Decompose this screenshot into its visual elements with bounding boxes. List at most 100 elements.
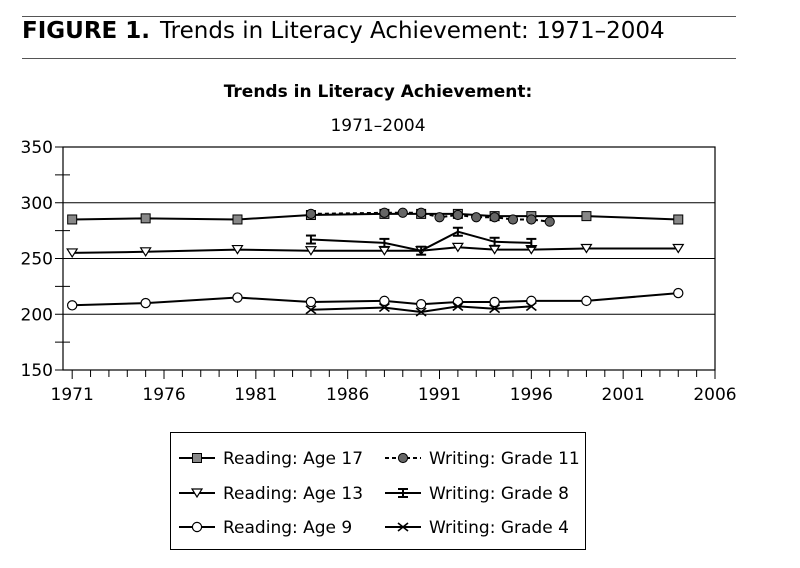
data-point <box>231 244 244 255</box>
legend-label: Writing: Grade 11 <box>429 449 580 469</box>
data-point <box>451 242 464 253</box>
data-point <box>452 209 463 221</box>
series-reading-age-13 <box>66 242 685 259</box>
legend-marker <box>190 488 204 499</box>
series-reading-age-17 <box>67 208 684 225</box>
legend-label: Reading: Age 9 <box>223 518 352 538</box>
y-tick-label: 200 <box>21 305 53 325</box>
marker-x-b <box>305 305 317 315</box>
x-tick-label: 1971 <box>51 385 94 405</box>
series-writing-grade-8 <box>305 226 537 256</box>
data-point <box>67 214 78 225</box>
header-rule <box>22 58 736 59</box>
legend-item: Reading: Age 13 <box>179 484 363 504</box>
chart-title: Trends in Literacy Achievement: <box>224 82 533 102</box>
data-point <box>232 292 243 303</box>
data-point <box>379 237 390 248</box>
series-writing-grade-11 <box>305 207 555 227</box>
legend-marker <box>398 488 408 498</box>
marker-x-b <box>452 301 464 312</box>
data-point <box>416 245 427 256</box>
chart-legend: Reading: Age 17 Writing: Grade 11 Reading:… <box>170 432 586 550</box>
data-point <box>305 234 316 245</box>
data-point <box>525 301 537 312</box>
marker-x-b <box>525 301 537 312</box>
data-point <box>471 212 482 223</box>
legend-label: Writing: Grade 8 <box>429 484 569 504</box>
series-line <box>310 230 532 252</box>
data-point <box>673 287 684 299</box>
x-tick-label: 1991 <box>418 385 461 405</box>
series-writing-grade-4 <box>305 301 537 317</box>
data-point <box>379 295 390 307</box>
data-point <box>452 296 464 308</box>
figure-heading: FIGURE 1. Trends in Literacy Achievement:… <box>22 18 665 44</box>
data-point <box>452 301 464 312</box>
data-point <box>66 300 78 311</box>
gridlines <box>63 202 715 315</box>
figure-number: FIGURE 1. <box>22 18 150 44</box>
data-point <box>489 212 500 223</box>
marker-x-b <box>397 522 409 532</box>
chart-subtitle: 1971–2004 <box>330 116 425 136</box>
data-point <box>140 297 151 309</box>
legend-item: Reading: Age 9 <box>179 518 352 538</box>
data-point <box>305 305 317 315</box>
data-point <box>434 212 445 223</box>
x-tick-label: 2001 <box>602 385 645 405</box>
data-point <box>489 296 500 308</box>
legend-label: Writing: Grade 4 <box>429 518 569 538</box>
marker-x-b <box>415 307 427 317</box>
data-point <box>305 208 317 219</box>
legend-item: Writing: Grade 4 <box>385 518 569 538</box>
axes: 150 200 250 300 350 1971 1976 1981 1986 1991 1996 2… <box>21 138 737 405</box>
data-point <box>526 237 537 248</box>
figure-title: Trends in Literacy Achievement: 1971–200… <box>160 18 665 44</box>
data-point <box>673 214 684 225</box>
data-point <box>397 207 408 218</box>
x-tick-label: 1986 <box>326 385 369 405</box>
x-tick-label: 1981 <box>234 385 277 405</box>
data-point <box>304 246 318 256</box>
data-point <box>232 214 243 225</box>
data-point <box>581 211 592 222</box>
y-tick-label: 150 <box>21 361 53 381</box>
data-point <box>580 243 593 254</box>
x-tick-label: 1996 <box>510 385 553 405</box>
legend-label: Reading: Age 17 <box>223 449 363 469</box>
data-point <box>489 304 501 314</box>
x-tick-label: 2006 <box>693 385 736 405</box>
marker-x-b <box>489 304 501 314</box>
legend-label: Reading: Age 13 <box>223 484 363 504</box>
legend-marker <box>192 453 202 463</box>
data-point <box>66 248 79 259</box>
legend-marker <box>397 522 409 532</box>
legend-marker <box>191 521 203 533</box>
legend-item: Reading: Age 17 <box>179 449 363 469</box>
top-rule <box>22 16 736 17</box>
y-tick-label: 350 <box>21 138 53 158</box>
data-point <box>416 207 427 218</box>
legend-item: Writing: Grade 11 <box>385 449 580 469</box>
series-line <box>310 305 532 314</box>
data-point <box>507 214 519 225</box>
data-point <box>672 243 685 254</box>
data-point <box>379 207 390 218</box>
series-reading-age-9 <box>66 287 684 311</box>
data-point <box>140 213 151 224</box>
data-point <box>581 295 592 307</box>
data-point <box>305 296 317 308</box>
data-point <box>489 236 500 247</box>
data-point <box>415 307 427 317</box>
legend-marker <box>397 452 409 464</box>
data-point <box>378 302 390 313</box>
y-tick-label: 300 <box>21 194 53 214</box>
legend-item: Writing: Grade 8 <box>385 484 569 504</box>
y-tick-label: 250 <box>21 250 53 270</box>
data-point <box>452 226 463 237</box>
data-point <box>544 216 555 227</box>
data-point <box>139 247 152 257</box>
series-group <box>66 207 685 317</box>
marker-x-b <box>378 302 390 313</box>
